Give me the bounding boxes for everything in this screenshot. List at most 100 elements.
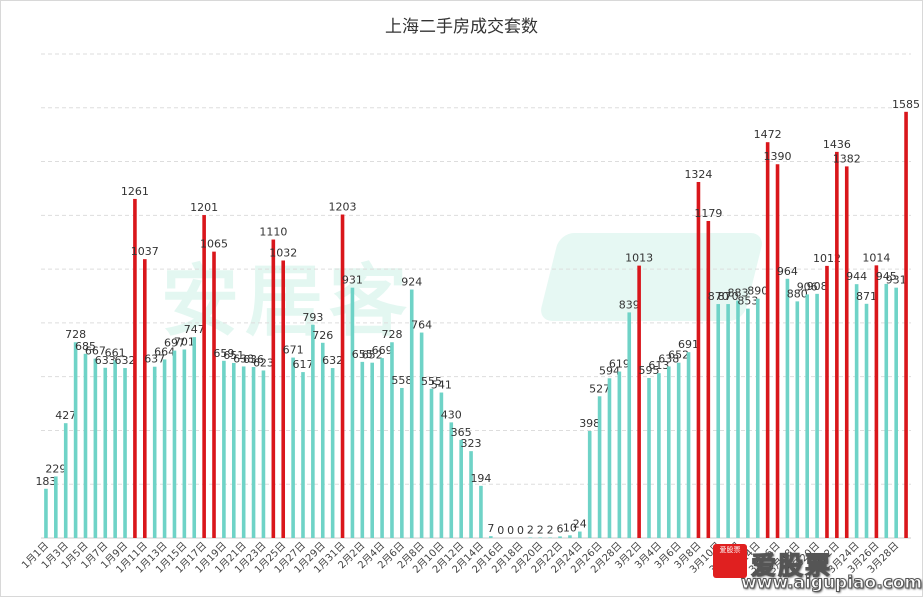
bar [251,366,256,538]
bar [746,308,750,538]
bar [320,342,325,538]
bar [597,396,602,538]
bar [271,239,276,539]
data-label: 1037 [131,245,159,258]
bar [202,215,206,538]
data-label: 667 [85,345,106,358]
corner-watermark-text: 爱股票 [750,551,833,581]
bar [350,287,355,538]
data-label: 906 [797,280,818,293]
bar [152,366,157,538]
bar [409,289,414,538]
bar [113,360,117,538]
corner-brand-label: 爱股票 [719,546,741,554]
bar [795,301,800,538]
bar [894,287,898,538]
bar [765,142,770,538]
data-label: 623 [253,356,274,369]
bar [222,360,226,538]
bar [775,164,780,538]
bar [825,265,829,538]
data-label: 931 [342,274,363,287]
bar [83,353,88,538]
data-label: 1179 [694,207,722,220]
bar [143,259,147,538]
data-label: 685 [75,340,96,353]
data-label: 945 [876,270,897,283]
bar [182,349,187,538]
data-label: 1013 [625,252,653,265]
bar [370,362,374,538]
bar [617,371,622,538]
data-label: 398 [579,417,600,430]
data-label: 853 [737,295,758,308]
data-label: 1110 [259,226,287,239]
bar [538,537,543,538]
bar [133,198,137,539]
bar [390,342,394,538]
data-label: 636 [243,353,264,366]
bar [192,337,197,538]
data-label: 1201 [190,201,218,214]
data-label: 638 [658,352,679,365]
data-label: 0 [507,524,514,537]
bar [311,324,315,538]
data-label: 619 [609,358,630,371]
bar [568,535,572,538]
data-label: 632 [322,354,343,367]
data-label: 595 [639,364,660,377]
bar [736,300,740,538]
bar [261,370,266,538]
bar [578,531,582,538]
bar [73,342,78,538]
data-label: 1065 [200,238,228,251]
bar [400,387,404,538]
data-label: 870 [718,290,739,303]
data-label: 651 [223,349,244,362]
bar [489,536,493,538]
data-label: 1014 [862,251,890,264]
bar [686,352,691,538]
bar [696,181,701,539]
data-label: 669 [372,344,393,357]
data-label: 633 [95,354,116,367]
bar [330,368,335,538]
bar [93,358,98,538]
bar [301,372,305,538]
data-label: 697 [164,337,185,350]
data-label: 691 [678,338,699,351]
bar [63,423,68,538]
bar [805,294,809,538]
data-label: 1324 [684,168,712,181]
bar [815,293,819,538]
data-label: 7 [487,522,494,535]
bar [231,362,236,538]
data-label: 652 [362,349,383,362]
data-label: 671 [283,344,304,357]
bar [241,366,246,538]
data-label: 427 [55,409,76,422]
bar [647,378,651,538]
data-label: 541 [431,379,452,392]
data-label: 1012 [813,252,841,265]
data-label: 323 [461,437,482,450]
bar [785,278,790,538]
data-label: 655 [352,348,373,361]
bar [479,485,483,538]
data-label: 6 [557,522,564,535]
bar [835,151,839,538]
bar [558,536,562,538]
bar [172,350,177,538]
data-label: 764 [411,319,432,332]
data-label: 1390 [764,150,792,163]
bar [459,439,463,538]
bar [281,260,286,538]
bar [637,265,641,538]
data-label: 931 [886,274,907,287]
corner-brand-logo: 爱股票 [713,544,747,578]
data-label: 664 [154,345,175,358]
data-label: 728 [381,328,402,341]
bar [904,111,908,539]
data-label: 793 [302,311,323,324]
bar [676,362,681,538]
